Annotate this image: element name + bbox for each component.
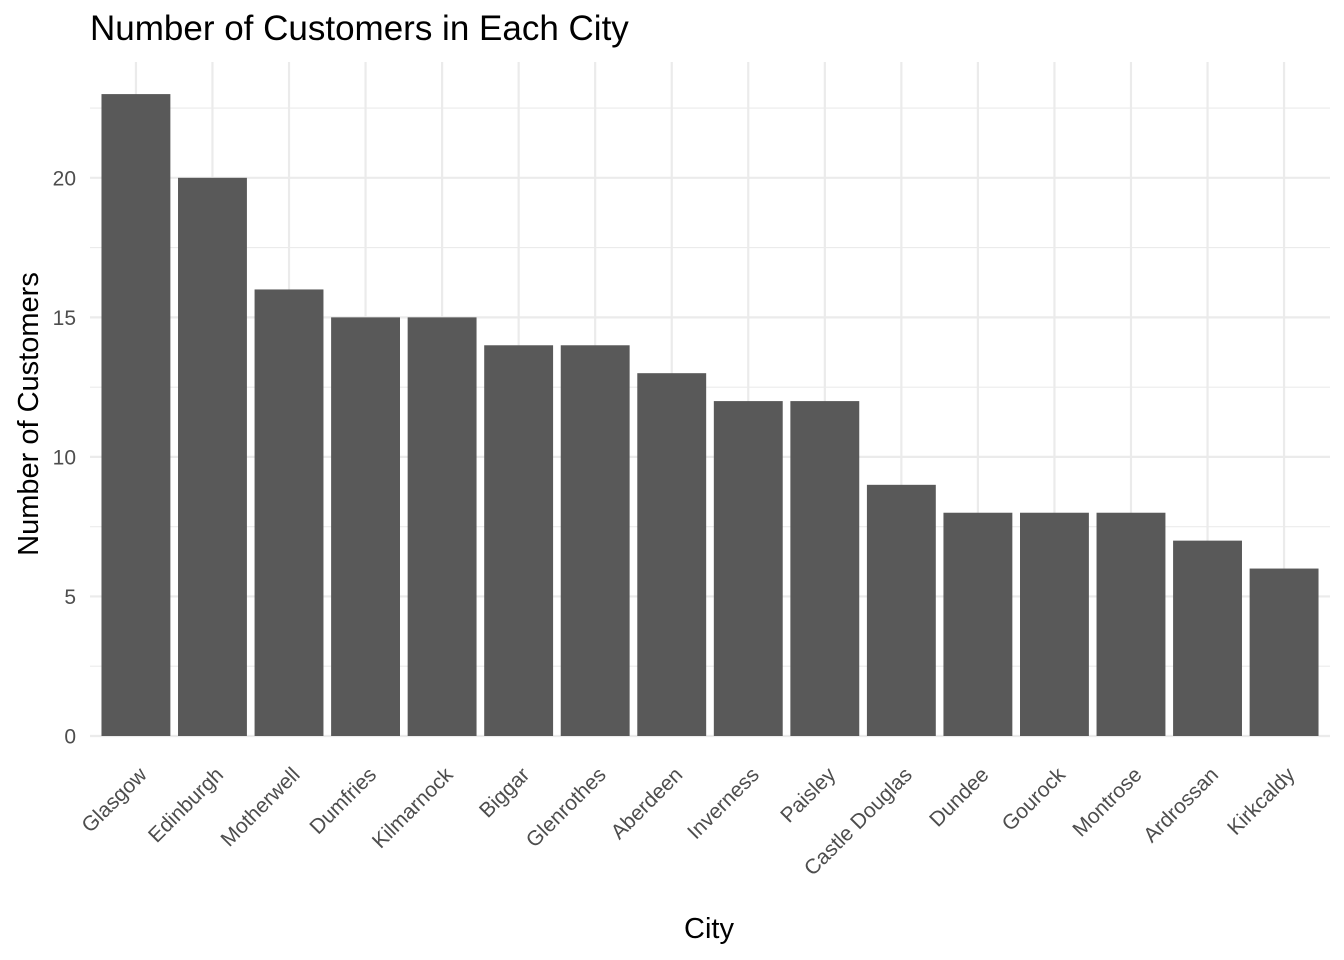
bar-aberdeen	[637, 373, 707, 736]
x-axis-title: City	[684, 913, 734, 945]
y-tick-label: 5	[64, 586, 76, 609]
bar-glenrothes	[560, 345, 630, 736]
chart-title: Number of Customers in Each City	[90, 9, 629, 48]
bar-inverness	[713, 401, 783, 736]
y-axis-ticks: 0 5 10 15 20	[53, 167, 76, 748]
bar-dumfries	[331, 317, 400, 736]
bar-ardrossan	[1173, 540, 1242, 736]
bar-biggar	[484, 345, 554, 736]
bar-montrose	[1096, 512, 1166, 736]
bar-kirkcaldy	[1249, 568, 1319, 736]
y-tick-label: 15	[53, 307, 76, 330]
bar-glasgow	[101, 94, 171, 737]
plot-area	[90, 62, 1330, 738]
y-axis-title: Number of Customers	[13, 272, 45, 556]
bar-paisley	[790, 401, 860, 736]
bar-edinburgh	[178, 177, 247, 736]
y-tick-label: 0	[64, 726, 76, 749]
bars	[101, 94, 1319, 737]
bar-castle-douglas	[866, 484, 936, 736]
bar-kilmarnock	[407, 317, 477, 736]
y-tick-label: 20	[53, 167, 76, 190]
bar-motherwell	[254, 289, 324, 736]
bar-gourock	[1020, 512, 1089, 736]
y-tick-label: 10	[53, 446, 76, 469]
bar-dundee	[943, 512, 1013, 736]
